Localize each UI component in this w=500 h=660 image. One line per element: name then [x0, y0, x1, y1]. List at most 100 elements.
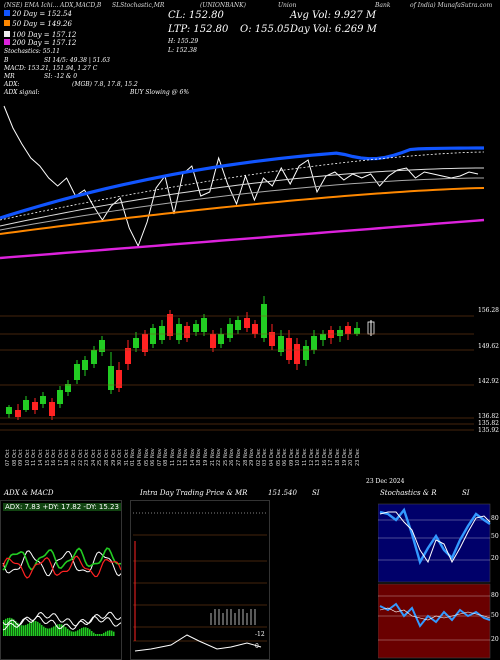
- ema20-line: [0, 146, 485, 220]
- candle-body: [125, 348, 131, 364]
- macd-bar: [27, 623, 29, 636]
- stoch-axis-20: 20: [491, 555, 499, 562]
- candle-body: [244, 318, 250, 328]
- stoch-k-line: [379, 507, 491, 566]
- macd-bar: [89, 629, 91, 636]
- date-label: 27 Nov: [236, 448, 242, 466]
- signal-dashed-line: [0, 151, 485, 221]
- candle-body: [32, 402, 38, 410]
- ema20-label: 20 Day = 152.54: [4, 10, 72, 18]
- macd-bar: [63, 625, 65, 636]
- macd-bar: [105, 631, 107, 636]
- date-label: 09 Oct: [18, 449, 25, 466]
- candle-body: [99, 340, 105, 352]
- price-level-4: 136.82: [478, 413, 499, 420]
- mr-panel-title: Intra Day Trading Price & MR: [140, 489, 248, 497]
- macd-bar: [75, 631, 77, 636]
- candle-body: [167, 314, 173, 336]
- date-label: 19 Dec: [341, 448, 348, 466]
- candle-body: [184, 326, 190, 338]
- price-level-3: 142.92: [478, 378, 499, 385]
- header-top-4: (UNIONBANK): [200, 2, 247, 9]
- macd-bar: [81, 627, 83, 636]
- header-top-3: SLStochastic,MR: [112, 2, 165, 9]
- date-label: 14 Nov: [189, 448, 196, 466]
- macd-bar: [67, 628, 69, 636]
- macd-bar: [3, 620, 5, 636]
- price-close-line: [3, 105, 479, 248]
- candle-body: [311, 336, 317, 350]
- ema200-line: [0, 218, 485, 260]
- date-label: 06 Dec: [282, 448, 289, 466]
- candle-body: [23, 400, 29, 410]
- header-top-left: (NSE) EMA Ichi...: [4, 2, 59, 9]
- date-label: 18 Dec: [335, 448, 341, 466]
- stoch-chart: [378, 503, 491, 659]
- date-label: 22 Oct: [77, 449, 84, 466]
- date-label: 13 Dec: [315, 448, 322, 466]
- date-label: 12 Nov: [176, 448, 183, 466]
- header-top-2: ADX,MACD,B: [60, 2, 102, 9]
- macd-bar: [11, 618, 13, 636]
- adx-panel: ADX: 7.83 +DY: 17.82 -DY: 15.23: [0, 500, 122, 660]
- candle-body: [261, 304, 267, 338]
- header-top-6: Bank: [375, 2, 391, 9]
- candle-body: [218, 334, 224, 344]
- date-label: 11 Dec: [302, 448, 308, 466]
- macd-bar: [25, 624, 27, 636]
- macd-bar: [13, 619, 15, 636]
- low-price: L: 152.38: [168, 47, 197, 54]
- candle-body: [91, 350, 97, 364]
- mr-panel-value: 151.540: [268, 489, 297, 497]
- candle-body: [252, 324, 258, 334]
- rsi-axis-50: 50: [491, 612, 499, 619]
- high-price: H: 155.29: [168, 38, 199, 45]
- candle-body: [82, 360, 88, 370]
- date-label: 18 Nov: [196, 448, 203, 466]
- date-label: 03 Dec: [262, 448, 269, 466]
- candle-body: [345, 326, 351, 334]
- macd-signal-line: [2, 615, 121, 631]
- stoch-bg: [378, 503, 491, 583]
- macd-bar: [15, 621, 17, 636]
- candle-body: [142, 334, 148, 352]
- macd-bar: [111, 630, 113, 636]
- ema-white-line-2: [0, 177, 485, 231]
- date-axis: 07 Oct 08 Oct 09 Oct 10 Oct 11 Oct 14 Oct 15 O…: [0, 436, 500, 476]
- main-price-chart: [0, 105, 485, 431]
- macd-bar: [45, 627, 47, 636]
- candle-body: [201, 318, 207, 332]
- macd-bar: [21, 625, 23, 636]
- ema100-line: [0, 187, 485, 235]
- candle-body: [193, 324, 199, 332]
- candle-body: [354, 328, 360, 334]
- candle-body: [74, 364, 80, 380]
- price-level-5: 135.82: [478, 420, 499, 427]
- date-label: 20 Dec: [348, 448, 355, 466]
- date-label: 13 Nov: [183, 448, 190, 466]
- macd-bar: [51, 627, 53, 636]
- date-label: 11 Nov: [170, 448, 176, 466]
- ema200-label: 200 Day = 157.12: [4, 39, 76, 47]
- stoch-panel-title: Stochastics & R: [380, 489, 437, 497]
- macd-bar: [91, 631, 93, 636]
- macd-bar: [49, 628, 51, 636]
- date-label: 21 Nov: [209, 448, 216, 466]
- candle-body: [337, 330, 343, 336]
- candle-body: [15, 410, 21, 417]
- candle-body: [320, 334, 326, 340]
- macd-bar: [103, 632, 105, 636]
- date-label: 04 Dec: [269, 448, 275, 466]
- b-si: SI 14/5: 49.38 | 51.63: [44, 57, 110, 64]
- price-level-6: 135.92: [478, 427, 499, 434]
- avg-volume: Avg Vol: 9.927 M: [290, 10, 377, 21]
- macd-bar: [57, 624, 59, 636]
- macd-bar: [65, 627, 67, 636]
- date-label: 01 Nov: [130, 448, 137, 466]
- candle-body: [116, 370, 122, 388]
- date-label: 12 Dec: [308, 448, 315, 466]
- candle-body: [235, 320, 241, 330]
- date-label: 17 Dec: [328, 448, 335, 466]
- stoch-axis-80: 80: [491, 515, 499, 522]
- macd-bar: [85, 627, 87, 636]
